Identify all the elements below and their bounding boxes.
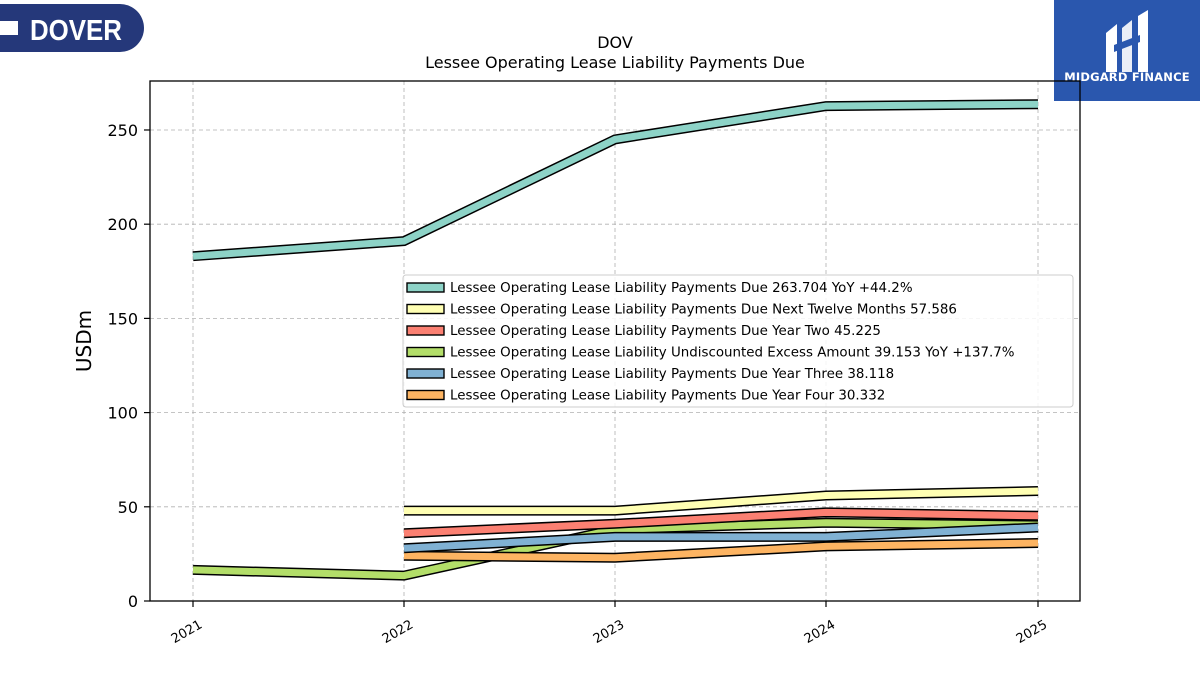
midgard-logo-text: MIDGARD FINANCE [1064, 70, 1190, 84]
chart-title: DOV [597, 33, 633, 52]
legend-swatch [406, 346, 445, 358]
x-tick-label: 2025 [1014, 617, 1050, 647]
legend-swatch [406, 368, 445, 379]
x-tick-label: 2024 [802, 617, 838, 647]
legend-label: Lessee Operating Lease Liability Payment… [450, 389, 885, 404]
legend-swatch [406, 325, 445, 336]
y-tick-label: 50 [118, 498, 138, 517]
x-tick-label: 2022 [380, 617, 416, 647]
y-tick-label: 100 [107, 404, 138, 423]
series-line-fill [403, 508, 1039, 537]
legend-box [402, 274, 1074, 408]
y-tick-label: 0 [128, 592, 138, 611]
legend-label: Lessee Operating Lease Liability Payment… [450, 324, 881, 339]
series-line [403, 522, 1039, 554]
legend-label: Lessee Operating Lease Liability Payment… [450, 303, 957, 318]
legend-label: Lessee Operating Lease Liability Payment… [450, 367, 894, 382]
y-tick-label: 150 [107, 309, 138, 328]
legend-item: Lessee Operating Lease Liability Payment… [406, 324, 881, 339]
series-line-fill [192, 100, 1039, 260]
series-line [404, 486, 1039, 516]
legend-item: Lessee Operating Lease Liability Payment… [406, 281, 913, 296]
series-line-outline [192, 99, 1039, 262]
chart-subtitle: Lessee Operating Lease Liability Payment… [425, 53, 805, 72]
series-line-fill [404, 487, 1039, 515]
legend-item: Lessee Operating Lease Liability Payment… [406, 303, 957, 318]
series-line [192, 99, 1039, 262]
x-tick-label: 2021 [169, 617, 205, 647]
legend-item: Lessee Operating Lease Liability Payment… [406, 367, 894, 382]
legend-swatch [406, 303, 445, 315]
dover-logo-text: DOVER [30, 15, 122, 47]
series-line-fill [403, 539, 1039, 562]
series-line-fill [192, 519, 1039, 580]
legend-label: Lessee Operating Lease Liability Payment… [450, 281, 913, 296]
legend-swatch [406, 389, 445, 401]
legend-label: Lessee Operating Lease Liability Undisco… [450, 346, 1014, 361]
y-tick-label: 200 [107, 215, 138, 234]
midgard-logo-mark-icon [1106, 10, 1148, 72]
series-group [192, 99, 1039, 581]
y-axis-label: USDm [72, 310, 96, 372]
series-line-fill [403, 524, 1039, 552]
dover-logo: DOVER [0, 4, 144, 52]
series-line [403, 507, 1039, 539]
x-tick-label: 2023 [591, 617, 627, 647]
legend: Lessee Operating Lease Liability Payment… [402, 274, 1074, 408]
series-line [192, 517, 1039, 581]
midgard-finance-logo: MIDGARD FINANCE [1054, 0, 1200, 101]
series-line [403, 538, 1039, 563]
legend-item: Lessee Operating Lease Liability Undisco… [406, 346, 1014, 361]
legend-item: Lessee Operating Lease Liability Payment… [406, 389, 885, 404]
y-tick-label: 250 [107, 121, 138, 140]
legend-swatch [406, 282, 445, 293]
